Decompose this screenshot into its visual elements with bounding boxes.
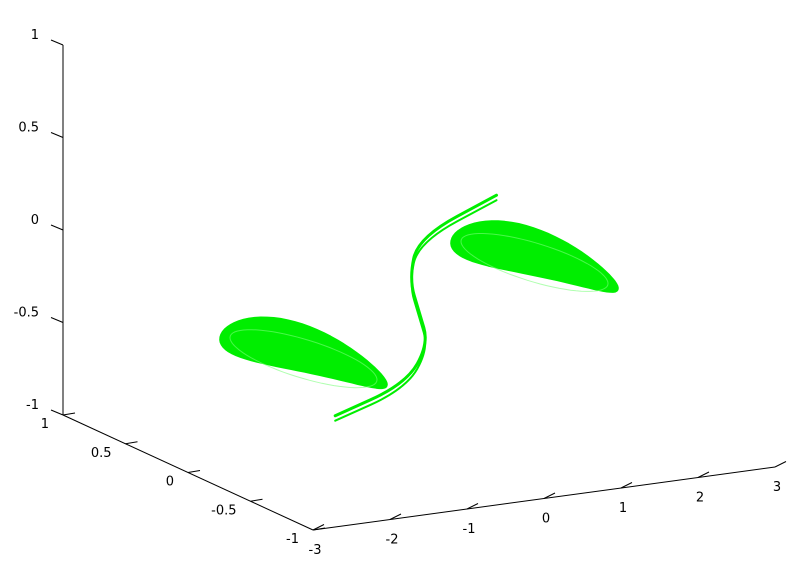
z-tick-mark — [50, 132, 64, 138]
x-tick-label: -3 — [309, 543, 322, 558]
plot-axes — [50, 39, 787, 531]
y-tick-mark — [250, 498, 263, 502]
attractor-series — [219, 193, 619, 422]
attractor-lobe-texture — [460, 233, 609, 292]
x-tick-label: 3 — [773, 480, 781, 495]
x-tick-mark — [466, 503, 479, 510]
y-tick-label: 1 — [41, 417, 49, 432]
y-tick-label: 0.5 — [91, 446, 112, 461]
z-tick-mark — [50, 39, 64, 46]
attractor-lobe-2 — [450, 220, 619, 293]
x-tick-mark — [697, 471, 710, 478]
z-tick-label: -1 — [26, 398, 39, 413]
x-tick-label: 2 — [696, 491, 704, 506]
x-tick-label: -2 — [386, 533, 399, 548]
y-tick-label: 0 — [166, 475, 174, 490]
attractor-connector-strand — [334, 199, 498, 422]
z-tick-mark — [50, 224, 64, 231]
z-tick-label: -0.5 — [14, 306, 39, 321]
y-tick-mark — [312, 527, 326, 531]
x-tick-mark — [774, 461, 787, 468]
attractor-connector-strand — [333, 193, 498, 418]
y-tick-label: -1 — [286, 532, 299, 547]
z-tick-mark — [50, 317, 64, 323]
x-tick-mark — [312, 524, 325, 531]
x-tick-label: -1 — [463, 522, 476, 537]
z-tick-label: 0 — [31, 213, 39, 228]
z-tick-label: 1 — [31, 28, 39, 43]
z-tick-mark — [50, 409, 64, 416]
z-tick-label: 0.5 — [18, 121, 39, 136]
x-tick-label: 1 — [619, 501, 627, 516]
y-tick-label: -0.5 — [211, 503, 236, 518]
attractor-lobe-texture — [229, 329, 378, 389]
y-tick-mark — [62, 412, 76, 416]
x-tick-label: 0 — [542, 512, 550, 527]
y-tick-mark — [125, 441, 138, 445]
x-tick-mark — [620, 482, 633, 489]
attractor-lobe-1 — [219, 316, 388, 390]
x-tick-mark — [389, 513, 402, 520]
x-tick-mark — [543, 492, 556, 499]
y-tick-mark — [187, 470, 201, 473]
